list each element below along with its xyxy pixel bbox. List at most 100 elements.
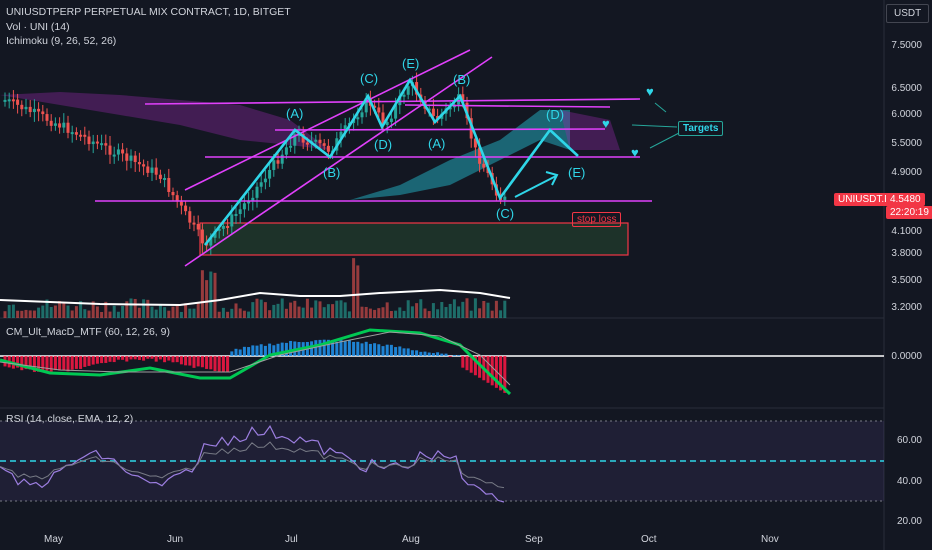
cloud-bearish <box>0 92 330 150</box>
volume-bar <box>146 299 150 318</box>
rsi-axis-tick: 60.00 <box>896 435 922 446</box>
candle-body <box>24 106 28 110</box>
candle-body <box>297 134 301 137</box>
volume-bar <box>37 307 41 318</box>
candle-body <box>171 191 175 196</box>
macd-hist-bar <box>79 356 83 369</box>
volume-bar <box>415 303 419 318</box>
macd-hist-bar <box>125 356 129 362</box>
target-heart-icon: ♥ <box>646 84 654 99</box>
volume-bar <box>200 270 204 318</box>
macd-hist-bar <box>335 341 339 356</box>
macd-hist-bar <box>276 343 280 356</box>
volume-bar <box>398 307 402 318</box>
currency-button[interactable]: USDT <box>886 4 930 23</box>
volume-bar <box>83 309 87 318</box>
candle-body <box>230 214 234 227</box>
volume-bar <box>45 299 49 318</box>
volume-bar <box>478 308 482 318</box>
wave-label-d2: (D) <box>546 107 565 122</box>
wave-label-a: (A) <box>286 106 304 121</box>
volume-bar <box>11 304 15 318</box>
symbol-tag: UNIUSDT.P <box>834 193 895 206</box>
volume-bar <box>339 300 343 318</box>
macd-hist-bar <box>448 356 452 357</box>
volume-bar <box>137 307 141 318</box>
macd-hist-bar <box>16 356 20 368</box>
volume-bar <box>352 258 356 318</box>
volume-bar <box>112 305 116 318</box>
candle-body <box>154 167 158 175</box>
volume-bar <box>457 306 461 318</box>
volume-bar <box>268 310 272 318</box>
candle-body <box>129 155 133 161</box>
candle-body <box>276 160 280 164</box>
macd-hist-bar <box>469 356 473 373</box>
candle-body <box>318 139 322 144</box>
ichimoku-cloud <box>0 92 620 200</box>
macd-hist-bar <box>326 339 330 356</box>
candle-body <box>503 196 507 200</box>
volume-bar <box>154 309 158 318</box>
rsi-ma-line <box>0 441 505 489</box>
macd-hist-bar <box>137 356 141 360</box>
candle-body <box>104 143 108 146</box>
ichimoku-legend: Ichimoku (9, 26, 52, 26) <box>6 35 117 47</box>
time-tick: Oct <box>641 534 657 545</box>
target-arrows <box>631 102 680 149</box>
candle-body <box>289 145 293 148</box>
macd-hist-bar <box>217 356 221 372</box>
macd-hist-bar <box>91 356 95 365</box>
macd-hist-bar <box>461 356 465 368</box>
macd-hist-bar <box>41 356 45 370</box>
time-tick: Sep <box>525 534 543 545</box>
volume-bar <box>402 310 406 318</box>
macd-hist-bar <box>112 356 116 363</box>
volume-bar <box>163 307 167 318</box>
candle-body <box>461 94 465 103</box>
volume-bar <box>394 310 398 318</box>
volume-bar <box>158 303 162 318</box>
macd-hist-bar <box>226 356 230 372</box>
macd-hist-bar <box>66 356 70 372</box>
wave-label-a2: (A) <box>428 136 446 151</box>
macd-hist-bar <box>100 356 104 364</box>
macd-hist-bar <box>188 356 192 366</box>
volume-bar <box>192 308 196 318</box>
macd-hist-bar <box>452 355 456 356</box>
volume-bar <box>205 280 209 318</box>
volume-bar <box>74 306 78 318</box>
candle-body <box>381 112 385 125</box>
candle-body <box>3 99 7 102</box>
candle-body <box>62 122 66 128</box>
candle-body <box>175 195 179 202</box>
candle-body <box>385 122 389 125</box>
macd-hist-bar <box>259 344 263 356</box>
macd-histogram <box>0 328 512 396</box>
macd-hist-bar <box>406 348 410 356</box>
macd-hist-bar <box>238 349 242 356</box>
candle-body <box>87 136 91 145</box>
macd-hist-bar <box>368 343 372 356</box>
macd-hist-bar <box>74 356 78 369</box>
volume-bar <box>499 310 503 318</box>
candle-body <box>431 108 435 117</box>
macd-hist-bar <box>352 341 356 356</box>
macd-hist-bar <box>423 351 427 356</box>
candle-body <box>32 108 36 113</box>
volume-bar <box>100 311 104 318</box>
symbol-title: UNIUSDTPERP PERPETUAL MIX CONTRACT, 1D, … <box>6 6 291 18</box>
rsi-axis-tick: 20.00 <box>896 516 922 527</box>
candle-body <box>70 132 74 135</box>
candle-body <box>448 107 452 110</box>
time-tick: Jul <box>285 534 298 545</box>
candle-body <box>20 104 24 110</box>
candle-body <box>339 131 343 139</box>
macd-hist-bar <box>234 348 238 356</box>
candle-body <box>482 163 486 168</box>
volume-bar <box>251 302 255 318</box>
volume-bar <box>494 300 498 318</box>
macd-hist-bar <box>83 356 87 367</box>
macd-hist-bar <box>32 356 36 372</box>
